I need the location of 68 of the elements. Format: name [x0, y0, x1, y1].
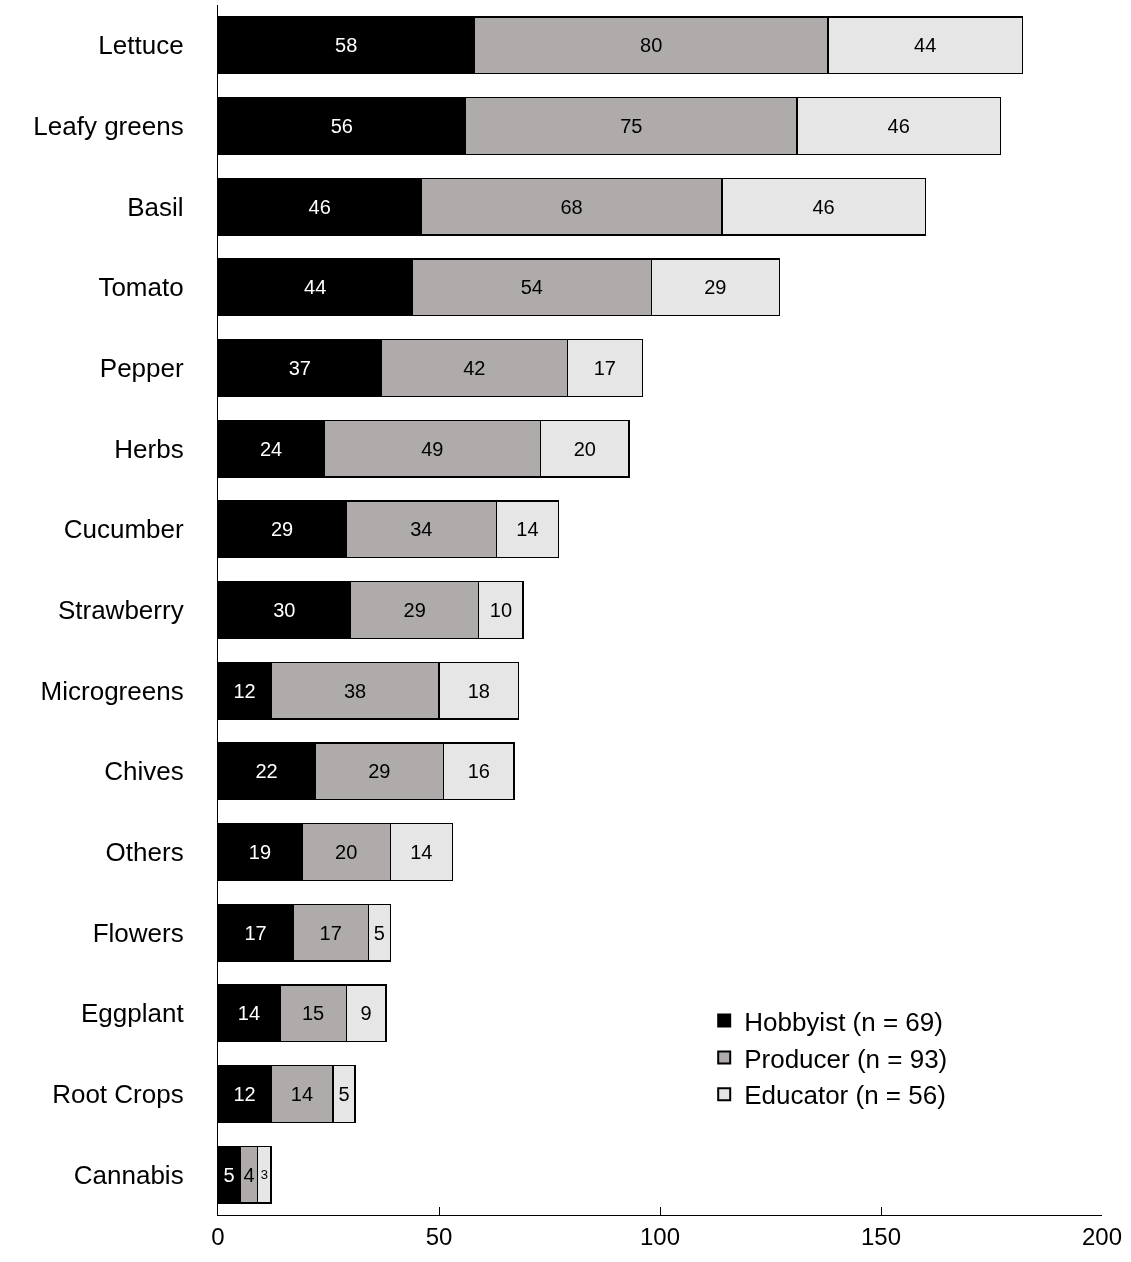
- data-label: 12: [233, 1083, 256, 1105]
- y-tick-label: Strawberry: [57, 595, 184, 626]
- data-label: 5: [373, 921, 385, 944]
- data-label: 80: [640, 34, 663, 57]
- data-label: 20: [335, 841, 358, 863]
- legend-label: Hobbyist (n = 69): [744, 1006, 943, 1037]
- data-label: 56: [330, 115, 353, 137]
- x-tick-label: 200: [1081, 1222, 1123, 1250]
- data-label: 44: [304, 276, 327, 299]
- data-label: 30: [273, 599, 296, 621]
- data-label: 12: [233, 679, 256, 702]
- data-label: 29: [368, 760, 391, 783]
- data-label: 20: [573, 437, 596, 460]
- y-tick-label: Microgreens: [40, 675, 184, 706]
- y-tick-label: Lettuce: [98, 30, 184, 61]
- y-tick-label: Others: [105, 837, 184, 868]
- y-tick-label: Chives: [104, 756, 184, 787]
- y-tick-label: Root Crops: [52, 1079, 184, 1110]
- data-label: 14: [410, 841, 433, 863]
- data-label: 46: [308, 195, 331, 218]
- data-label: 4: [243, 1163, 255, 1186]
- data-label: 5: [338, 1083, 350, 1105]
- y-tick-label: Flowers: [92, 917, 184, 948]
- y-tick-label: Cucumber: [63, 514, 184, 545]
- y-tick-label: Herbs: [114, 433, 184, 464]
- data-label: 16: [467, 760, 490, 783]
- legend-label: Educator (n = 56): [744, 1080, 946, 1111]
- data-label: 10: [489, 599, 513, 621]
- legend-label: Producer (n = 93): [744, 1043, 948, 1074]
- y-tick-label: Basil: [127, 191, 184, 222]
- data-label: 68: [560, 195, 583, 218]
- x-tick-label: 50: [425, 1222, 453, 1250]
- data-label: 37: [288, 357, 311, 379]
- data-label: 22: [255, 760, 278, 783]
- data-label: 9: [360, 1002, 372, 1025]
- data-label: 5: [223, 1163, 235, 1186]
- data-label: 24: [259, 437, 283, 460]
- data-label: 49: [421, 437, 444, 460]
- y-tick-label: Cannabis: [73, 1159, 184, 1190]
- data-label: 38: [343, 679, 367, 702]
- y-tick-label: Leafy greens: [33, 111, 184, 142]
- data-label: 3: [260, 1167, 269, 1183]
- data-label: 44: [914, 34, 937, 57]
- data-label: 58: [335, 34, 358, 57]
- data-label: 29: [704, 276, 727, 299]
- data-label: 75: [620, 115, 643, 137]
- y-tick-label: Tomato: [98, 272, 184, 303]
- x-tick-label: 150: [860, 1222, 902, 1250]
- data-label: 19: [248, 841, 272, 863]
- data-label: 18: [467, 679, 490, 702]
- x-tick-label: 0: [211, 1222, 225, 1250]
- data-label: 17: [319, 921, 342, 944]
- data-label: 29: [403, 599, 426, 621]
- y-tick-label: Eggplant: [80, 998, 185, 1029]
- y-tick-label: Pepper: [99, 353, 184, 384]
- data-label: 42: [463, 357, 486, 379]
- data-label: 14: [516, 518, 539, 541]
- data-label: 14: [290, 1083, 314, 1105]
- data-label: 54: [520, 276, 543, 299]
- x-tick-label: 100: [639, 1222, 681, 1250]
- data-label: 17: [244, 921, 267, 944]
- data-label: 34: [410, 518, 433, 541]
- data-label: 29: [270, 518, 294, 541]
- data-label: 17: [593, 357, 616, 379]
- data-label: 46: [887, 115, 910, 137]
- data-label: 15: [301, 1002, 325, 1025]
- data-label: 46: [812, 195, 835, 218]
- data-label: 14: [237, 1002, 261, 1025]
